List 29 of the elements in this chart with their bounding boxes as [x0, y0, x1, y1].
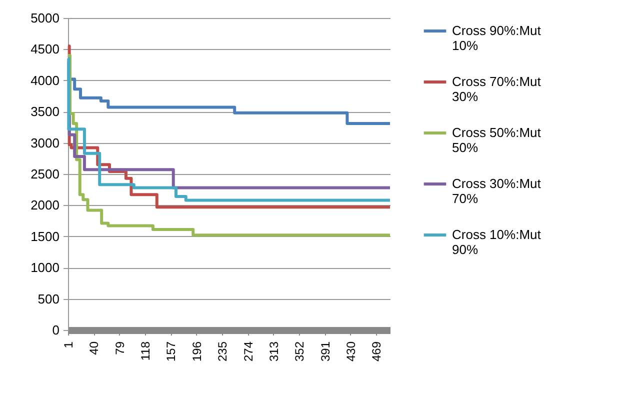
- y-tick-label: 5000: [30, 10, 60, 26]
- x-tick-label: 196: [190, 341, 204, 362]
- x-tick-label: 391: [318, 341, 332, 362]
- legend-label: Cross 50%:Mut 50%: [452, 125, 542, 155]
- x-tick-label: 352: [292, 341, 307, 362]
- legend-label: Cross 10%:Mut 90%: [452, 227, 542, 257]
- x-tick-label: 40: [87, 341, 102, 355]
- legend-label: Cross 70%:Mut 30%: [452, 74, 542, 104]
- x-tick-label: 157: [164, 341, 178, 362]
- y-tick-label: 3500: [30, 104, 60, 120]
- legend-label: Cross 90%:Mut 10%: [452, 23, 542, 53]
- x-tick-label: 235: [216, 341, 230, 362]
- x-tick-label: 469: [370, 341, 384, 362]
- y-tick-label: 500: [38, 291, 60, 306]
- legend-label: Cross 30%:Mut 70%: [452, 176, 542, 206]
- x-tick-label: 79: [112, 341, 127, 355]
- y-tick-label: 4000: [30, 72, 60, 88]
- x-tick-label: 313: [266, 341, 281, 362]
- y-tick-label: 0: [52, 322, 60, 338]
- y-tick-label: 4500: [30, 42, 60, 57]
- y-tick-label: 2000: [30, 198, 60, 213]
- y-tick-label: 2500: [30, 166, 60, 182]
- y-tick-label: 1500: [30, 228, 60, 244]
- x-tick-label: 1: [62, 341, 76, 348]
- x-tick-label: 430: [344, 341, 358, 362]
- y-tick-label: 3000: [30, 135, 60, 150]
- y-tick-label: 1000: [30, 260, 60, 276]
- x-tick-label: 274: [241, 341, 256, 362]
- x-tick-label: 118: [138, 341, 153, 361]
